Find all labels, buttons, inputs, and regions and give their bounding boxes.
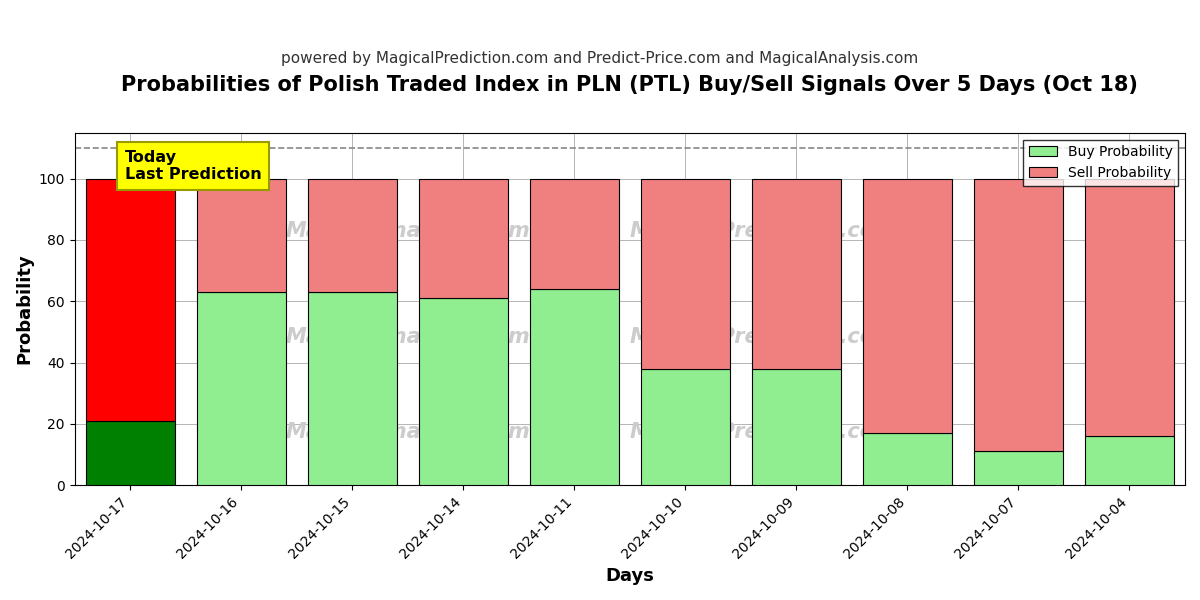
Bar	[197, 292, 286, 485]
Bar	[530, 289, 619, 485]
Bar	[419, 298, 508, 485]
Bar	[85, 421, 174, 485]
Text: powered by MagicalPrediction.com and Predict-Price.com and MagicalAnalysis.com: powered by MagicalPrediction.com and Pre…	[281, 51, 919, 66]
Text: Today
Last Prediction: Today Last Prediction	[125, 149, 262, 182]
Title: Probabilities of Polish Traded Index in PLN (PTL) Buy/Sell Signals Over 5 Days (: Probabilities of Polish Traded Index in …	[121, 75, 1139, 95]
Text: MagicalPrediction.com: MagicalPrediction.com	[630, 422, 896, 442]
Legend: Buy Probability, Sell Probability: Buy Probability, Sell Probability	[1024, 140, 1178, 185]
Bar	[530, 179, 619, 289]
Bar	[641, 368, 730, 485]
Text: MagicalPrediction.com: MagicalPrediction.com	[630, 221, 896, 241]
Bar	[308, 179, 397, 292]
Text: MagicalAnalysis.com: MagicalAnalysis.com	[286, 422, 530, 442]
Bar	[752, 179, 841, 368]
Bar	[419, 179, 508, 298]
X-axis label: Days: Days	[605, 567, 654, 585]
Text: MagicalAnalysis.com: MagicalAnalysis.com	[286, 221, 530, 241]
Y-axis label: Probability: Probability	[16, 254, 34, 364]
Bar	[641, 179, 730, 368]
Bar	[863, 179, 952, 433]
Bar	[1085, 179, 1174, 436]
Bar	[863, 433, 952, 485]
Bar	[85, 179, 174, 421]
Bar	[197, 179, 286, 292]
Bar	[974, 179, 1063, 451]
Bar	[1085, 436, 1174, 485]
Text: MagicalAnalysis.com: MagicalAnalysis.com	[286, 327, 530, 347]
Text: MagicalPrediction.com: MagicalPrediction.com	[630, 327, 896, 347]
Bar	[308, 292, 397, 485]
Bar	[752, 368, 841, 485]
Bar	[974, 451, 1063, 485]
